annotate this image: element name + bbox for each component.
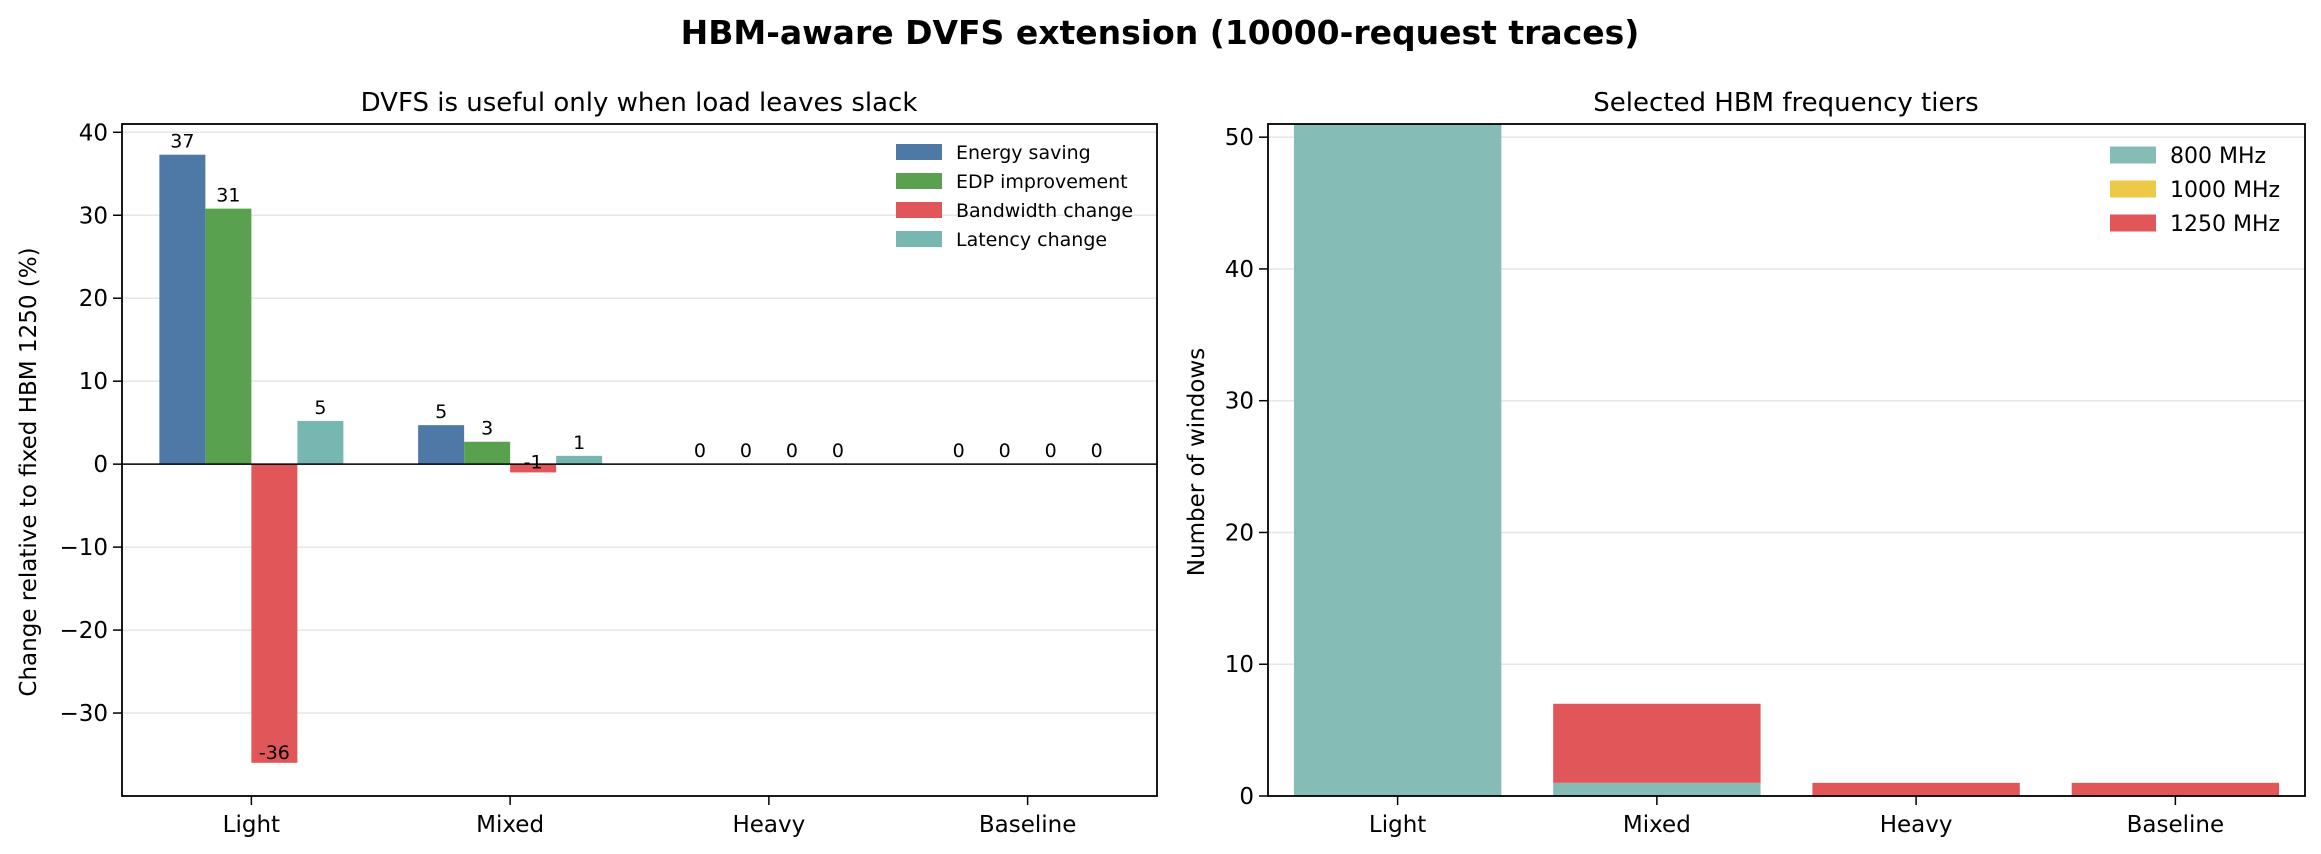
x-tick-label-light: Light: [1369, 812, 1426, 838]
data-label: 0: [740, 440, 752, 462]
data-label: 0: [694, 440, 706, 462]
y-tick-label: 40: [1225, 257, 1254, 283]
figure-suptitle: HBM-aware DVFS extension (10000-request …: [681, 13, 1640, 52]
left-legend-swatch-3: [896, 231, 942, 247]
left-plot-frame: [121, 123, 1158, 797]
y-tick-label: 10: [1225, 652, 1254, 678]
data-label: 5: [314, 397, 326, 419]
y-tick-label: 50: [1225, 125, 1254, 151]
left-legend-swatch-1: [896, 173, 942, 189]
left-legend-label-1: EDP improvement: [956, 171, 1128, 193]
left-legend-label-3: Latency change: [956, 229, 1107, 251]
data-label: 1: [573, 432, 585, 454]
data-label: 3: [481, 418, 493, 440]
data-label: 0: [1091, 440, 1103, 462]
right-legend-label-0: 800 MHz: [2170, 144, 2266, 169]
right-legend-swatch-0: [2110, 146, 2156, 164]
y-tick-label: −30: [59, 701, 108, 727]
left-chart-ylabel: Change relative to fixed HBM 1250 (%): [16, 247, 42, 696]
left-legend-swatch-0: [896, 144, 942, 160]
x-tick-label-baseline: Baseline: [979, 812, 1077, 838]
right-chart-title: Selected HBM frequency tiers: [1593, 88, 1978, 118]
y-tick-label: −20: [59, 618, 108, 644]
bar-edp-improvement-light: [205, 208, 252, 465]
bar-bandwidth-change-light: [251, 464, 298, 763]
stacked-bar-800-mhz-mixed: [1553, 782, 1761, 796]
right-legend-swatch-2: [2110, 214, 2156, 232]
left-chart-title: DVFS is useful only when load leaves sla…: [361, 88, 918, 118]
bar-latency-change-mixed: [556, 455, 603, 465]
x-tick-label-light: Light: [223, 812, 280, 838]
left-legend-label-2: Bandwidth change: [956, 200, 1133, 222]
y-tick-label: −10: [59, 535, 108, 561]
y-tick-label: 30: [79, 203, 108, 229]
right-plot-frame: [1267, 123, 2306, 797]
data-label: 0: [999, 440, 1011, 462]
y-tick-label: 30: [1225, 389, 1254, 415]
data-label: -36: [259, 742, 290, 764]
stacked-bar-800-mhz-light: [1293, 124, 1502, 796]
data-label: 0: [832, 440, 844, 462]
y-tick-label: 20: [1225, 520, 1254, 546]
left-chart-energy: DVFS is useful only when load leaves sla…: [16, 88, 1158, 838]
stacked-bar-1250-mhz-heavy: [1812, 782, 2020, 796]
right-chart-frequency-tiers: Selected HBM frequency tiers Number of w…: [1184, 88, 2306, 838]
bar-latency-change-light: [297, 421, 344, 465]
left-legend-swatch-2: [896, 202, 942, 218]
data-label: -1: [524, 451, 543, 473]
right-chart-ylabel: Number of windows: [1184, 348, 1210, 576]
x-tick-label-baseline: Baseline: [2127, 812, 2225, 838]
bar-energy-saving-mixed: [418, 425, 465, 465]
bar-edp-improvement-mixed: [464, 441, 511, 465]
data-label: 0: [1045, 440, 1057, 462]
left-legend-label-0: Energy saving: [956, 142, 1091, 164]
y-tick-label: 0: [93, 452, 108, 478]
right-legend-swatch-1: [2110, 180, 2156, 198]
x-tick-label-heavy: Heavy: [732, 812, 805, 838]
data-label: 37: [170, 131, 194, 153]
right-legend-label-2: 1250 MHz: [2170, 212, 2280, 237]
data-label: 0: [953, 440, 965, 462]
bar-bandwidth-change-mixed: [510, 464, 557, 473]
y-tick-label: 10: [79, 369, 108, 395]
data-label: 0: [786, 440, 798, 462]
y-tick-label: 40: [79, 120, 108, 146]
stacked-bar-1250-mhz-baseline: [2071, 782, 2280, 796]
right-legend-label-1: 1000 MHz: [2170, 178, 2280, 203]
x-tick-label-mixed: Mixed: [476, 812, 544, 838]
data-label: 31: [216, 185, 240, 207]
x-tick-label-heavy: Heavy: [1880, 812, 1953, 838]
data-label: 5: [435, 401, 447, 423]
y-tick-label: 0: [1239, 784, 1254, 810]
bar-energy-saving-light: [159, 154, 206, 465]
y-tick-label: 20: [79, 286, 108, 312]
x-tick-label-mixed: Mixed: [1623, 812, 1691, 838]
stacked-bar-1250-mhz-mixed: [1553, 703, 1761, 783]
